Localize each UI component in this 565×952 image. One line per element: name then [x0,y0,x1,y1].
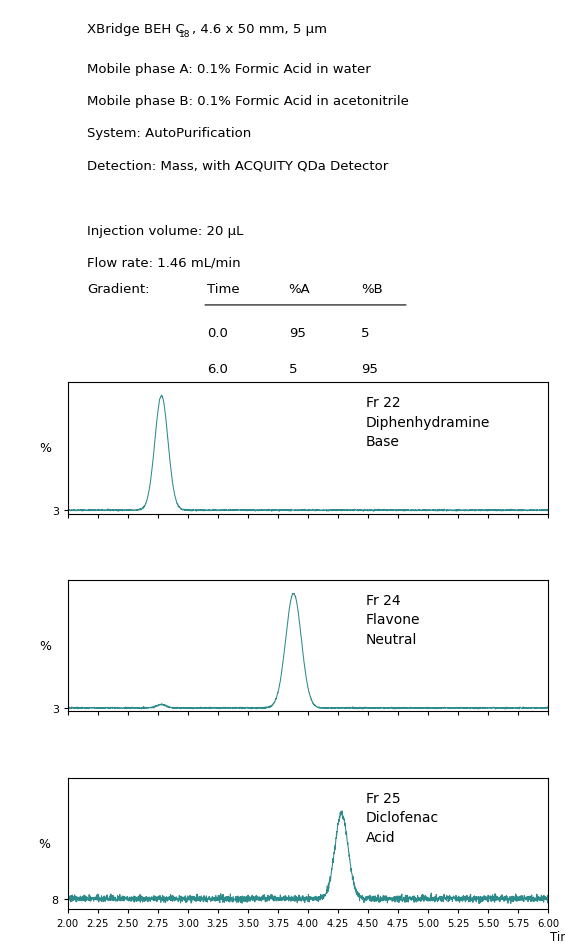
Text: %A: %A [289,283,310,296]
Text: 5: 5 [360,469,370,483]
Text: Gradient:: Gradient: [87,283,150,296]
Text: Fr 24
Flavone
Neutral: Fr 24 Flavone Neutral [366,593,420,646]
Text: , 4.6 x 50 mm, 5 μm: , 4.6 x 50 mm, 5 μm [192,24,327,36]
Text: 5: 5 [289,363,297,375]
Y-axis label: %: % [39,442,51,455]
Text: XBridge BEH C: XBridge BEH C [87,24,185,36]
Text: Flow rate: 1.46 mL/min: Flow rate: 1.46 mL/min [87,257,241,269]
Text: %B: %B [360,283,383,296]
Text: Injection volume: 20 μL: Injection volume: 20 μL [87,225,244,237]
Text: Time: Time [207,283,240,296]
Text: Mobile phase A: 0.1% Formic Acid in water: Mobile phase A: 0.1% Formic Acid in wate… [87,63,371,75]
Text: 95: 95 [289,469,306,483]
Text: Mobile phase B: 0.1% Formic Acid in acetonitrile: Mobile phase B: 0.1% Formic Acid in acet… [87,95,409,108]
Text: Fr 22
Diphenhydramine
Base: Fr 22 Diphenhydramine Base [366,396,490,448]
Text: Detection: Mass, with ACQUITY QDa Detector: Detection: Mass, with ACQUITY QDa Detect… [87,160,388,172]
Y-axis label: %: % [39,837,51,850]
Text: 95: 95 [289,434,306,446]
Text: 95: 95 [360,363,377,375]
Text: Time: Time [550,930,565,943]
Y-axis label: %: % [39,640,51,652]
Text: 95: 95 [360,398,377,411]
Text: 5: 5 [360,327,370,340]
Text: 6.0: 6.0 [207,363,228,375]
Text: System: AutoPurification: System: AutoPurification [87,128,251,140]
Text: 7.0: 7.0 [207,398,228,411]
Text: 7.1: 7.1 [207,434,228,446]
Text: 5: 5 [289,398,297,411]
Text: Fr 25
Diclofenac
Acid: Fr 25 Diclofenac Acid [366,791,438,843]
Text: 10.0: 10.0 [207,469,236,483]
Text: 5: 5 [360,434,370,446]
Text: 18: 18 [179,30,191,39]
Text: 0.0: 0.0 [207,327,228,340]
Text: 95: 95 [289,327,306,340]
